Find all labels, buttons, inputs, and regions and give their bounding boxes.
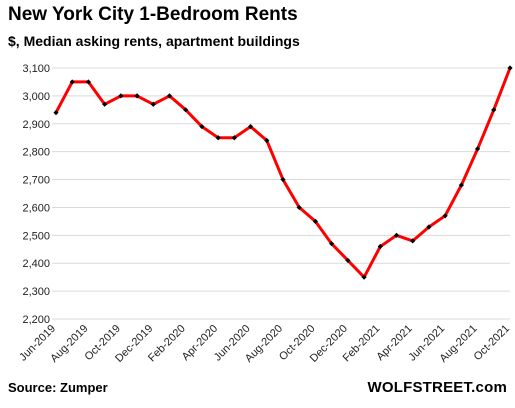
series-rent [54,66,512,279]
data-point [296,204,302,211]
data-point [247,123,254,130]
data-point [102,101,108,107]
source-note: Source: Zumper [8,380,108,395]
y-axis-ticks: 2,200 2,300 2,400 2,500 2,600 2,700 2,800 2,900… [22,63,50,326]
y-tick-label: 2,400 [22,258,50,270]
data-point [442,213,448,219]
series-line [54,66,512,279]
data-point [166,93,173,99]
data-point [85,79,92,85]
data-point [329,241,335,247]
data-point [426,224,432,230]
y-tick-label: 2,900 [22,119,50,131]
y-tick-label: 2,600 [22,202,50,214]
data-point [183,107,189,113]
y-tick-label: 2,200 [22,314,50,326]
y-tick-label: 2,800 [22,147,50,159]
data-point [69,79,75,85]
data-point [53,110,59,116]
data-point [231,135,237,141]
data-point [410,238,416,244]
data-point [280,176,286,183]
data-point [491,107,497,113]
data-point [507,65,513,71]
chart-title: New York City 1-Bedroom Rents [8,4,298,25]
brand-logo: WOLFSTREET.com [367,379,507,396]
data-point [361,274,367,280]
data-point [215,135,221,141]
chart-subtitle: $, Median asking rents, apartment buildi… [8,33,300,49]
y-tick-label: 2,300 [22,286,50,298]
gridlines [52,67,510,320]
data-point [150,101,156,107]
y-tick-label: 3,000 [22,91,50,103]
series-markers [53,65,513,280]
data-point [458,182,464,188]
data-point [264,137,270,144]
data-point [377,243,383,250]
data-point [393,232,400,238]
x-axis-ticks: Jun-2019Aug-2019Oct-2019Dec-2019Feb-2020… [17,323,512,365]
data-point [345,257,351,264]
data-point [134,93,140,99]
x-tick-label: Oct-2021 [472,323,512,363]
y-tick-label: 2,500 [22,230,50,242]
data-point [312,218,319,224]
data-point [474,146,481,152]
data-point [118,93,124,99]
y-tick-label: 2,700 [22,175,50,187]
data-point [199,123,205,130]
y-tick-label: 3,100 [22,63,50,75]
